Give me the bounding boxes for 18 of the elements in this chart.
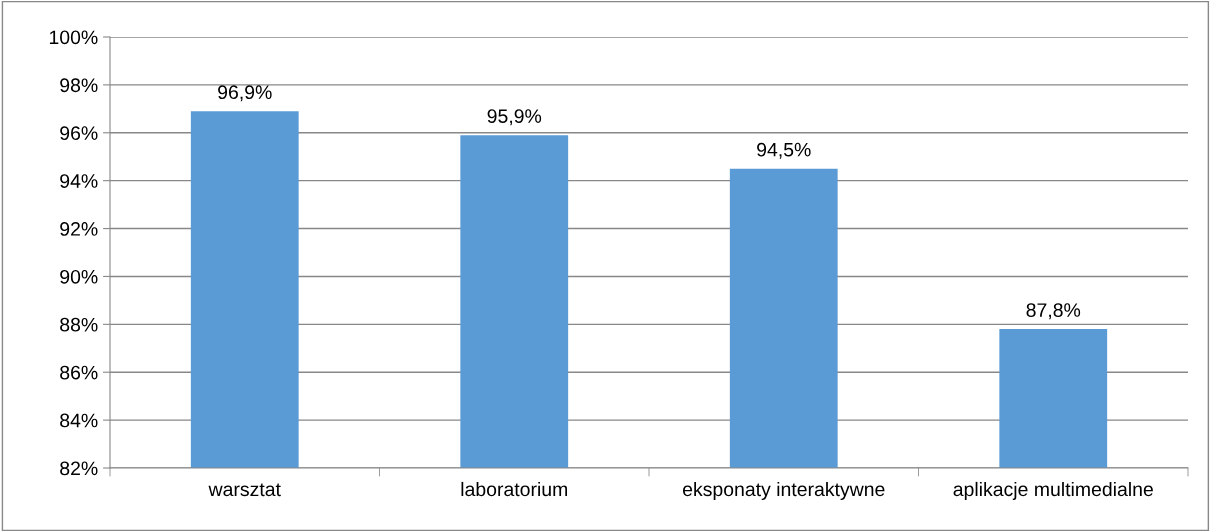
y-tick-label: 98% [60, 78, 98, 93]
x-tick-label: laboratorium [461, 481, 568, 497]
y-tick-label: 96% [60, 126, 98, 141]
data-label: 94,5% [757, 142, 811, 159]
y-tick-label: 90% [60, 269, 98, 284]
y-tick-label: 82% [60, 461, 98, 476]
data-label: 95,9% [487, 109, 542, 126]
y-tick-label: 84% [60, 413, 98, 428]
y-tick-label: 92% [60, 222, 98, 236]
y-tick-label: 88% [60, 317, 98, 332]
y-tick-label: 100% [49, 30, 98, 45]
y-tick-label: 94% [60, 174, 98, 188]
y-tick-label: 86% [60, 365, 98, 380]
x-tick-label: warsztat [208, 483, 281, 497]
data-label: 87,8% [1026, 303, 1081, 320]
data-label: 96,9% [218, 85, 272, 102]
x-tick-label: eksponaty interaktywne [682, 481, 885, 501]
x-tick-label: aplikacje multimedialne [953, 481, 1153, 501]
